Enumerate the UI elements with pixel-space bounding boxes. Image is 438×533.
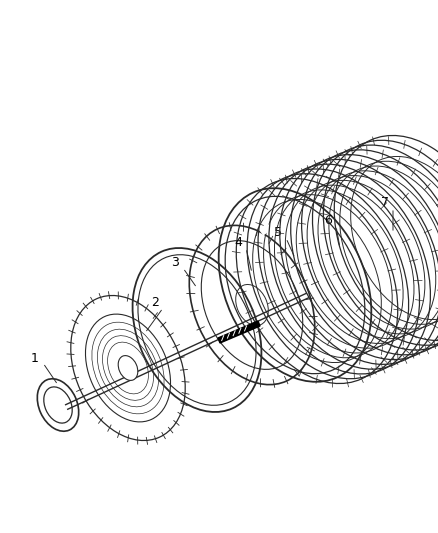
Text: 3: 3 bbox=[171, 256, 179, 270]
Text: 6: 6 bbox=[324, 214, 332, 228]
Text: 5: 5 bbox=[274, 227, 282, 239]
Polygon shape bbox=[218, 321, 260, 343]
Text: 4: 4 bbox=[234, 237, 242, 249]
Text: 2: 2 bbox=[151, 296, 159, 310]
Ellipse shape bbox=[118, 356, 138, 381]
Text: 1: 1 bbox=[31, 351, 39, 365]
Text: 7: 7 bbox=[381, 197, 389, 209]
